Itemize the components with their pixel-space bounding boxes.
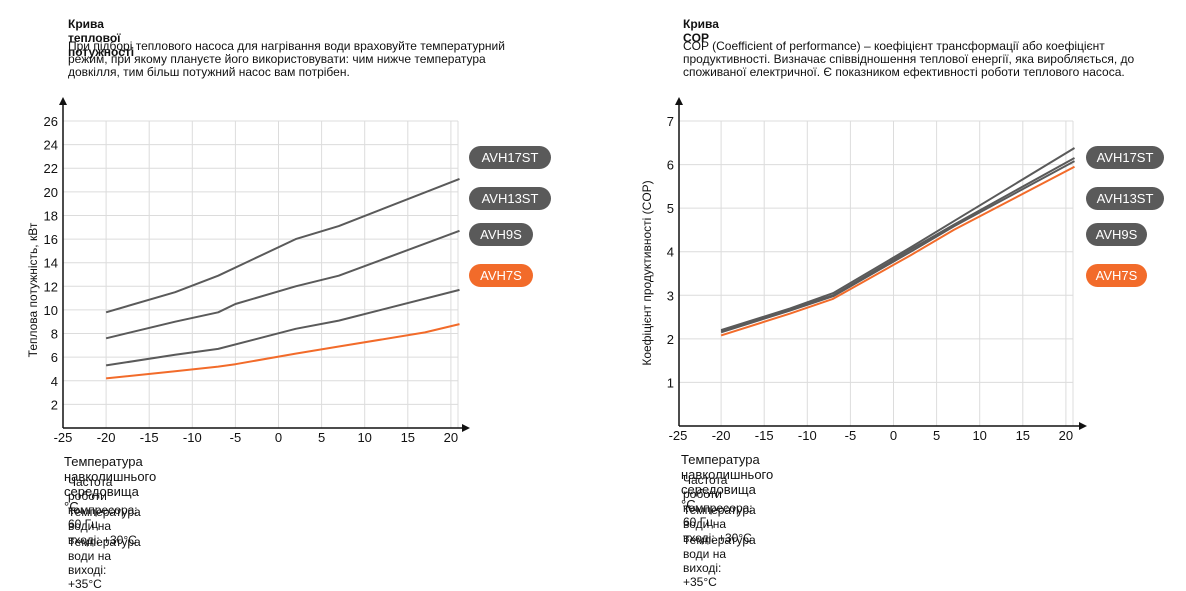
series-line-avh7s <box>720 165 1075 337</box>
water-inlet-note: Температура води на вході: +30°C <box>683 503 756 545</box>
series-line-avh13st <box>105 229 460 340</box>
y-tick-label: 6 <box>667 158 674 173</box>
y-tick-label: 24 <box>44 138 58 153</box>
x-tick-label: 20 <box>444 430 458 445</box>
x-tick-label: -5 <box>845 428 857 443</box>
legend-avh9s: AVH9S <box>1086 223 1147 246</box>
power-chart: -25 -20 -15 -10 -5 0 5 10 15 20246810121416182022… <box>26 97 470 445</box>
y-axis-title: Теплова потужність, кВт <box>26 222 40 357</box>
legend-avh7s: AVH7S <box>1086 264 1147 287</box>
legend-avh17st: AVH17ST <box>1086 146 1164 169</box>
x-tick-label: 10 <box>357 430 371 445</box>
y-tick-label: 12 <box>44 279 58 294</box>
x-tick-label: -20 <box>97 430 116 445</box>
y-tick-label: 2 <box>51 397 58 412</box>
cop-chart-description: COP (Coefficient of performance) – коефі… <box>683 39 1135 79</box>
x-tick-label: 20 <box>1059 428 1073 443</box>
legend-avh7s: AVH7S <box>469 264 533 287</box>
x-tick-label: 15 <box>401 430 415 445</box>
power-chart-title: Крива теплової потужності <box>68 17 135 59</box>
x-tick-label: -25 <box>54 430 73 445</box>
x-tick-label: -25 <box>669 428 688 443</box>
x-tick-label: -5 <box>230 430 242 445</box>
cop-chart-x-label: Температура навколишнього середовища °C <box>681 452 774 512</box>
series-line-avh9s <box>720 160 1075 334</box>
y-tick-label: 2 <box>667 332 674 347</box>
series-line-avh13st <box>720 157 1075 332</box>
cop-chart: -25 -20 -15 -10 -5 0 5 10 15 20 1 2 3 4 5 6 7 Коефіцієнт … <box>640 97 1087 443</box>
x-tick-label: 0 <box>890 428 897 443</box>
legend-avh13st: AVH13ST <box>1086 187 1164 210</box>
y-tick-label: 4 <box>667 245 674 260</box>
x-tick-label: 5 <box>933 428 940 443</box>
y-tick-label: 20 <box>44 185 58 200</box>
y-axis-arrow <box>675 97 683 105</box>
y-tick-label: 7 <box>667 114 674 129</box>
series-line-avh9s <box>105 288 460 367</box>
x-tick-label: -15 <box>755 428 774 443</box>
x-tick-label: -10 <box>798 428 817 443</box>
y-tick-label: 14 <box>44 256 58 271</box>
legend-avh17st: AVH17ST <box>469 146 551 169</box>
x-tick-label: 10 <box>972 428 986 443</box>
legend-avh9s: AVH9S <box>469 223 533 246</box>
y-axis-arrow <box>59 97 67 105</box>
y-axis-title: Коефіцієнт продуктивності (COP) <box>640 180 654 365</box>
power-chart-description: При підборі теплового насоса для нагріва… <box>68 39 505 79</box>
y-tick-label: 5 <box>667 201 674 216</box>
x-tick-label: 15 <box>1016 428 1030 443</box>
x-tick-label: -15 <box>140 430 159 445</box>
power-chart-x-label: Температура навколишнього середовища °C <box>64 454 157 514</box>
y-tick-label: 4 <box>51 374 58 389</box>
y-tick-label: 3 <box>667 288 674 303</box>
water-outlet-note: Температура води на виході: +35°C <box>683 533 756 589</box>
y-tick-label: 18 <box>44 208 58 223</box>
x-tick-label: 5 <box>318 430 325 445</box>
compressor-frequency-note: Частота роботи компресора: 60 Гц <box>683 473 753 529</box>
series-line-avh17st <box>105 177 460 314</box>
x-tick-label: -20 <box>712 428 731 443</box>
x-tick-label: 0 <box>275 430 282 445</box>
series-line-avh17st <box>720 147 1076 332</box>
x-tick-label: -10 <box>183 430 202 445</box>
y-tick-label: 1 <box>667 375 674 390</box>
series-line-avh7s <box>105 323 460 380</box>
cop-chart-title: Крива COP <box>683 17 719 45</box>
y-tick-label: 22 <box>44 161 58 176</box>
y-tick-label: 26 <box>44 114 58 129</box>
y-tick-label: 6 <box>51 350 58 365</box>
x-axis-arrow <box>1079 422 1087 430</box>
legend-avh13st: AVH13ST <box>469 187 551 210</box>
grid <box>679 120 1074 426</box>
water-inlet-note: Температура води на вході: +30°C <box>68 505 141 547</box>
x-axis-arrow <box>462 424 470 432</box>
y-tick-label: 8 <box>51 327 58 342</box>
grid <box>63 120 459 428</box>
y-tick-label: 10 <box>44 303 58 318</box>
compressor-frequency-note: Частота роботи компресора: 60 Гц <box>68 475 138 531</box>
y-tick-label: 16 <box>44 232 58 247</box>
